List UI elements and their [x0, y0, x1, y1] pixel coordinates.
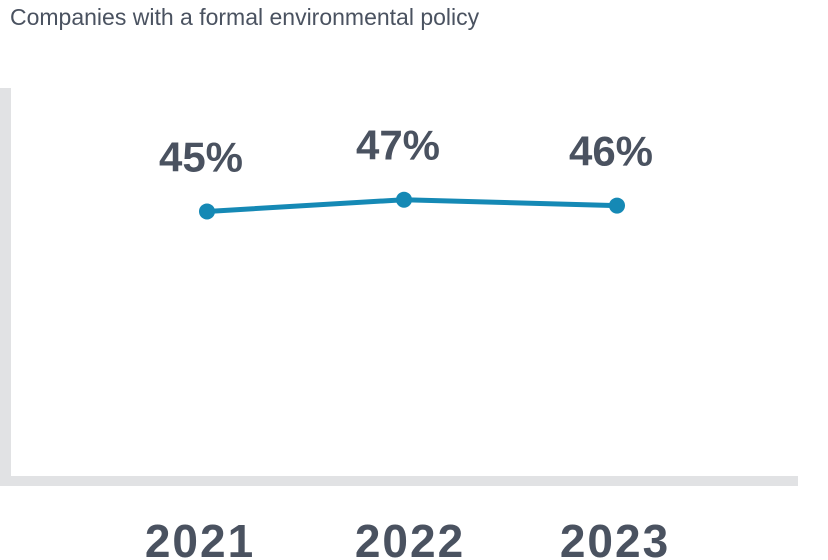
y-axis-line: [0, 88, 11, 486]
x-tick-label-2021: 2021: [145, 515, 255, 560]
data-label-2022: 47%: [356, 122, 440, 169]
chart-title: Companies with a formal environmental po…: [10, 4, 480, 30]
series-layer: [199, 191, 625, 220]
data-point-2021: [199, 203, 215, 220]
label-layer: 45% 47% 46% 2021 2022 2023: [145, 122, 670, 560]
x-axis-line: [0, 476, 798, 486]
data-label-2023: 46%: [569, 128, 653, 175]
data-label-2021: 45%: [159, 133, 243, 180]
x-tick-label-2023: 2023: [560, 515, 670, 560]
x-tick-label-2022: 2022: [355, 515, 465, 560]
data-point-2023: [609, 197, 625, 214]
data-point-2022: [396, 191, 412, 208]
series-line: [204, 197, 620, 214]
